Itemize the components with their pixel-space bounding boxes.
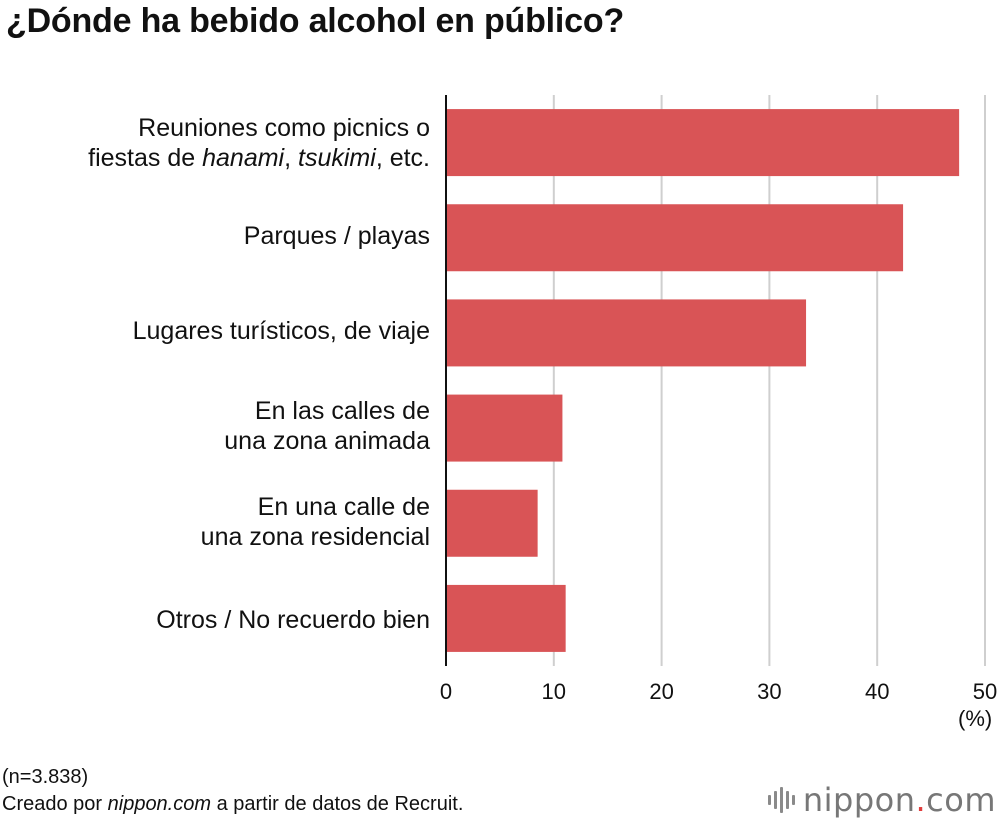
category-label-2: Lugares turísticos, de viaje <box>132 317 430 345</box>
bar-0 <box>446 109 960 177</box>
x-tick-label-20: 20 <box>649 679 673 704</box>
bar-3 <box>446 394 563 462</box>
category-label-1: Parques / playas <box>243 222 430 250</box>
sample-size-note: (n=3.838) <box>2 766 89 788</box>
x-tick-label-50: 50 <box>973 679 997 704</box>
bar-5 <box>446 584 566 652</box>
nippon-logo: nippon.com <box>767 780 996 820</box>
bar-2 <box>446 299 807 367</box>
bar-1 <box>446 204 904 272</box>
category-label-4: En una calle de una zona residencial <box>200 493 430 551</box>
x-axis-unit: (%) <box>958 706 993 731</box>
x-tick-label-40: 40 <box>865 679 889 704</box>
category-label-3: En las calles de una zona animada <box>224 397 430 455</box>
x-tick-label-10: 10 <box>542 679 566 704</box>
category-label-0: Reuniones como picnics o fiestas de hana… <box>88 114 430 172</box>
category-label-5: Otros / No recuerdo bien <box>156 606 430 634</box>
x-tick-label-0: 0 <box>440 679 452 704</box>
nippon-logo-icon <box>767 787 795 813</box>
bar-4 <box>446 489 538 557</box>
chart-title: ¿Dónde ha bebido alcohol en público? <box>6 2 625 40</box>
x-tick-label-30: 30 <box>757 679 781 704</box>
source-credit: Creado por nippon.com a partir de datos … <box>2 793 464 815</box>
